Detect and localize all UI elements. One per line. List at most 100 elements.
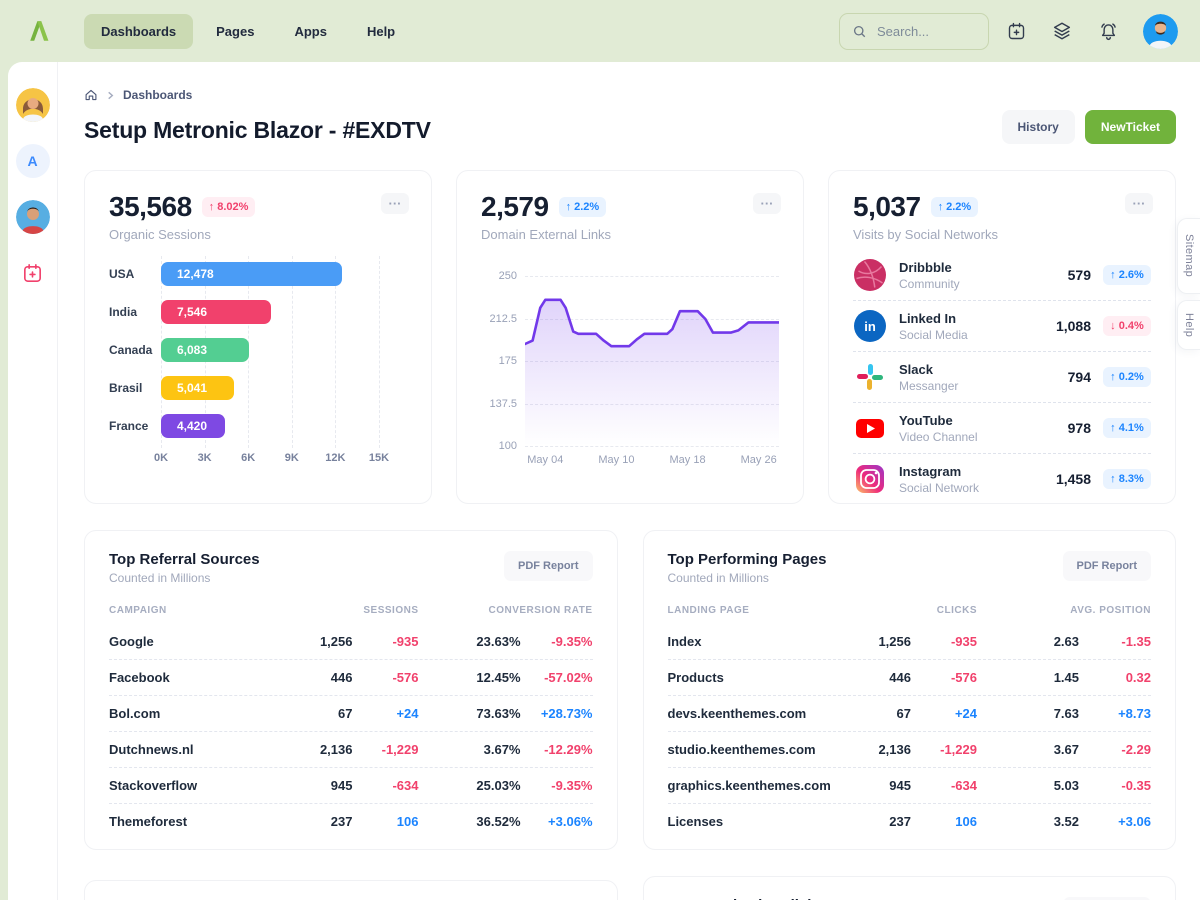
social-value: 1,088	[1055, 318, 1091, 334]
pdf-report-button[interactable]: PDF Report	[504, 551, 593, 581]
table-subtitle: Counted in Millions	[667, 571, 769, 585]
sidebar-avatar-woman[interactable]	[15, 88, 50, 122]
list-item-dribbble[interactable]: Dribbble Community 579 ↑ 2.6%	[853, 250, 1151, 301]
nav-pages[interactable]: Pages	[216, 23, 255, 39]
nav-apps[interactable]: Apps	[294, 23, 327, 39]
svg-text:in: in	[864, 319, 876, 334]
top-queries-card: Top Queries by Clicks PDF Report	[642, 876, 1176, 900]
domain-links-line-chart: 250 212.5 175 137.5 100	[481, 270, 779, 472]
social-total: 5,037	[853, 191, 921, 222]
main-nav: Dashboards Pages Apps Help	[84, 13, 412, 49]
card-menu-button[interactable]: ···	[753, 193, 781, 214]
sidebar-letter-badge[interactable]: A	[15, 144, 50, 178]
social-trend: ↑ 8.3%	[1103, 469, 1151, 489]
table-header: CAMPAIGN SESSIONS CONVERSION RATE	[109, 605, 593, 616]
sidebar-calendar-add-icon[interactable]	[16, 256, 50, 290]
social-trend: ↓ 0.4%	[1103, 316, 1151, 336]
new-ticket-button[interactable]: NewTicket	[1084, 110, 1176, 144]
layers-icon[interactable]	[1043, 12, 1081, 50]
table-row: Stackoverflow 945 -634 25.03% -9.35%	[109, 768, 593, 804]
organic-sessions-total: 35,568	[109, 191, 192, 222]
history-button[interactable]: History	[1001, 110, 1075, 144]
table-row: Themeforest 237 106 36.52% +3.06%	[109, 814, 593, 829]
linkedin-icon: in	[853, 309, 887, 343]
bar-row-india: India 7,546	[109, 300, 379, 324]
dribbble-icon	[853, 258, 887, 292]
page-title: Setup Metronic Blazor - #EXDTV	[84, 117, 431, 143]
social-sub: Social Network	[899, 480, 980, 495]
table-row: Bol.com 67 +24 73.63% +28.73%	[109, 696, 593, 732]
table-row: devs.keenthemes.com 67 +24 7.63 +8.73	[667, 696, 1151, 732]
user-avatar[interactable]	[1143, 13, 1178, 49]
bar-row-usa: USA 12,478	[109, 262, 379, 286]
pdf-report-button[interactable]: PDF Report	[1062, 551, 1151, 581]
search-box[interactable]	[839, 12, 989, 50]
social-value: 794	[1067, 369, 1091, 385]
organic-sessions-card: 35,568 ↑ 8.02% Organic Sessions ··· USA …	[84, 170, 432, 504]
social-sub: Video Channel	[899, 429, 978, 444]
social-networks-card: 5,037 ↑ 2.2% Visits by Social Networks ·…	[828, 170, 1176, 504]
social-trend-badge: ↑ 2.2%	[930, 197, 979, 217]
help-edge-tab[interactable]: Help	[1177, 300, 1200, 350]
line-chart-svg	[525, 276, 779, 446]
nav-help[interactable]: Help	[366, 23, 396, 39]
page-actions: History NewTicket	[1001, 110, 1176, 144]
social-trend: ↑ 2.6%	[1103, 265, 1151, 285]
bar-canada: 6,083	[161, 338, 250, 362]
social-value: 978	[1067, 420, 1091, 436]
table-row: Licenses 237 106 3.52 +3.06	[667, 814, 1152, 829]
social-name: Linked In	[899, 310, 957, 326]
domain-links-card: 2,579 ↑ 2.2% Domain External Links ··· 2…	[456, 170, 804, 504]
social-name: YouTube	[899, 412, 953, 428]
topbar-actions	[839, 12, 1178, 50]
line-x-axis: May 04 May 10 May 18 May 26	[527, 454, 777, 466]
social-sub: Messanger	[899, 378, 959, 393]
organic-sessions-subtitle: Organic Sessions	[109, 227, 211, 242]
social-sub: Community	[899, 276, 960, 291]
card-menu-button[interactable]: ···	[1125, 193, 1153, 214]
top-referral-sources-card: Top Referral Sources Counted in Millions…	[84, 530, 618, 850]
pdf-report-button[interactable]: PDF Report	[1062, 897, 1151, 900]
breadcrumb-item[interactable]: Dashboards	[123, 88, 193, 102]
breadcrumb-separator-icon	[106, 91, 115, 100]
social-name: Dribbble	[899, 259, 952, 275]
country-bar-chart: USA 12,478 India 7,546 Canada 6,083 Bras…	[109, 256, 389, 470]
calendar-add-icon[interactable]	[997, 12, 1035, 50]
home-icon[interactable]	[84, 88, 98, 102]
search-input[interactable]	[875, 22, 975, 40]
main-content: Dashboards Setup Metronic Blazor - #EXDT…	[58, 62, 1200, 900]
table-row: studio.keenthemes.com 2,136 -1,229 3.67 …	[667, 732, 1151, 768]
table-title: Top Queries by Clicks	[668, 897, 824, 900]
sidebar-avatar-man[interactable]	[15, 200, 50, 234]
page-shell: A Dashboards	[8, 62, 1200, 900]
breadcrumb: Dashboards	[84, 88, 1176, 102]
nav-dashboards[interactable]: Dashboards	[84, 13, 194, 49]
author-sales-card: Author Sales PDF Report	[84, 880, 618, 900]
organic-sessions-trend-badge: ↑ 8.02%	[201, 197, 256, 217]
bar-brasil: 5,041	[161, 376, 235, 400]
list-item-youtube[interactable]: YouTube Video Channel 978 ↑ 4.1%	[853, 403, 1151, 454]
bar-row-brasil: Brasil 5,041	[109, 376, 379, 400]
domain-links-total: 2,579	[481, 191, 549, 222]
list-item-linkedin[interactable]: in Linked In Social Media 1,088 ↓ 0.4%	[853, 301, 1151, 352]
slack-icon	[853, 360, 887, 394]
bar-row-france: France 4,420	[109, 414, 379, 438]
top-navigation-bar: Dashboards Pages Apps Help	[0, 0, 1200, 62]
search-icon	[852, 24, 867, 39]
sitemap-edge-tab[interactable]: Sitemap	[1177, 218, 1200, 294]
social-trend: ↑ 4.1%	[1103, 418, 1151, 438]
list-item-instagram[interactable]: Instagram Social Network 1,458 ↑ 8.3%	[853, 454, 1151, 503]
bar-usa: 12,478	[161, 262, 343, 286]
social-name: Instagram	[899, 463, 962, 479]
bar-row-canada: Canada 6,083	[109, 338, 379, 362]
bell-icon[interactable]	[1089, 12, 1127, 50]
list-item-slack[interactable]: Slack Messanger 794 ↑ 0.2%	[853, 352, 1151, 403]
table-title: Top Referral Sources	[109, 551, 260, 568]
social-value: 579	[1067, 267, 1091, 283]
table-row: graphics.keenthemes.com 945 -634 5.03 -0…	[667, 768, 1151, 804]
logo-mark	[30, 21, 49, 41]
card-menu-button[interactable]: ···	[381, 193, 409, 214]
bar-india: 7,546	[161, 300, 271, 324]
metronic-logo[interactable]	[22, 13, 58, 49]
table-row: Facebook 446 -576 12.45% -57.02%	[109, 660, 593, 696]
